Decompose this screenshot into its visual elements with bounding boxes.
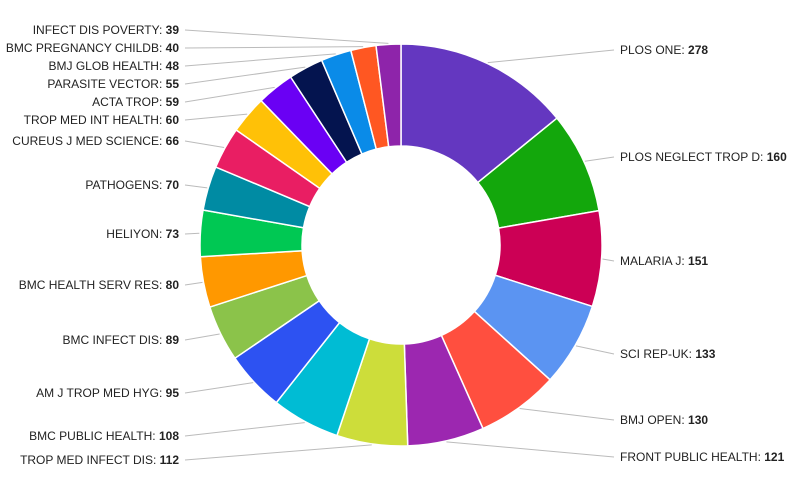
label-value: 121 — [764, 450, 784, 464]
label-bmj-open: BMJ OPEN: 130 — [620, 413, 708, 427]
label-category: PLOS NEGLECT TROP D: — [620, 150, 767, 164]
label-trop-med-infect-dis: TROP MED INFECT DIS: 112 — [20, 453, 179, 467]
label-category: BMC PREGNANCY CHILDB: — [6, 41, 166, 55]
label-plos-one: PLOS ONE: 278 — [620, 43, 708, 57]
leader-line-plos-neglect-trop-d — [584, 156, 615, 162]
label-value: 112 — [160, 453, 180, 467]
label-category: MALARIA J: — [620, 254, 688, 268]
leader-line-heliyon — [184, 232, 200, 235]
label-value: 60 — [166, 113, 180, 127]
label-value: 133 — [695, 347, 715, 361]
label-value: 89 — [166, 333, 180, 347]
leader-lines-group — [184, 29, 615, 461]
label-category: BMC PUBLIC HEALTH: — [29, 429, 159, 443]
label-category: AM J TROP MED HYG: — [36, 386, 166, 400]
label-value: 108 — [159, 429, 179, 443]
leader-line-cureus-j-med-science — [184, 140, 225, 148]
label-value: 55 — [166, 77, 180, 91]
label-infect-dis-poverty: INFECT DIS POVERTY: 39 — [33, 23, 180, 37]
label-trop-med-int-health: TROP MED INT HEALTH: 60 — [24, 113, 180, 127]
leader-line-bmj-open — [519, 408, 615, 421]
label-am-j-trop-med-hyg: AM J TROP MED HYG: 95 — [36, 386, 179, 400]
label-category: PATHOGENS: — [85, 178, 165, 192]
label-category: SCI REP-UK: — [620, 347, 695, 361]
leader-line-am-j-trop-med-hyg — [184, 382, 254, 394]
label-category: BMJ OPEN: — [620, 413, 688, 427]
label-value: 66 — [166, 134, 180, 148]
leader-line-parasite-vector — [184, 66, 306, 85]
label-category: FRONT PUBLIC HEALTH: — [620, 450, 764, 464]
leader-line-pathogens — [184, 184, 208, 189]
label-category: TROP MED INT HEALTH: — [24, 113, 166, 127]
leader-line-infect-dis-poverty — [184, 29, 389, 44]
label-value: 48 — [166, 59, 180, 73]
label-parasite-vector: PARASITE VECTOR: 55 — [47, 77, 179, 91]
leader-line-bmc-pregnancy-childb — [184, 46, 364, 49]
label-heliyon: HELIYON: 73 — [106, 227, 179, 241]
leader-line-bmc-health-serv-res — [184, 281, 203, 286]
label-value: 73 — [166, 227, 180, 241]
label-category: ACTA TROP: — [92, 95, 166, 109]
slices-group — [199, 43, 603, 447]
leader-line-trop-med-infect-dis — [184, 444, 372, 461]
label-bmc-public-health: BMC PUBLIC HEALTH: 108 — [29, 429, 179, 443]
label-bmc-pregnancy-childb: BMC PREGNANCY CHILDB: 40 — [6, 41, 179, 55]
label-category: BMC HEALTH SERV RES: — [19, 278, 166, 292]
label-sci-rep-uk: SCI REP-UK: 133 — [620, 347, 716, 361]
label-category: BMC INFECT DIS: — [63, 333, 166, 347]
label-plos-neglect-trop-d: PLOS NEGLECT TROP D: 160 — [620, 150, 787, 164]
label-category: PLOS ONE: — [620, 43, 688, 57]
label-value: 130 — [688, 413, 708, 427]
label-acta-trop: ACTA TROP: 59 — [92, 95, 179, 109]
label-malaria-j: MALARIA J: 151 — [620, 254, 708, 268]
label-value: 39 — [166, 23, 180, 37]
leader-line-malaria-j — [602, 258, 615, 262]
label-pathogens: PATHOGENS: 70 — [85, 178, 179, 192]
leader-line-bmj-glob-health — [184, 53, 336, 67]
label-category: CUREUS J MED SCIENCE: — [12, 134, 165, 148]
slice-infect-dis-poverty — [375, 43, 402, 148]
label-value: 160 — [767, 150, 787, 164]
label-value: 80 — [166, 278, 180, 292]
leader-line-bmc-public-health — [184, 422, 305, 437]
label-cureus-j-med-science: CUREUS J MED SCIENCE: 66 — [12, 134, 179, 148]
labels-group: PLOS ONE: 278 PLOS NEGLECT TROP D: 160 MAL… — [6, 23, 787, 467]
leader-line-plos-one — [487, 49, 615, 64]
label-bmj-glob-health: BMJ GLOB HEALTH: 48 — [49, 59, 180, 73]
label-value: 59 — [166, 95, 180, 109]
label-value: 278 — [688, 43, 708, 57]
leader-line-trop-med-int-health — [184, 113, 248, 121]
label-bmc-infect-dis: BMC INFECT DIS: 89 — [63, 333, 180, 347]
label-category: INFECT DIS POVERTY: — [33, 23, 166, 37]
label-bmc-health-serv-res: BMC HEALTH SERV RES: 80 — [19, 278, 180, 292]
label-value: 151 — [688, 254, 708, 268]
label-category: HELIYON: — [106, 227, 165, 241]
label-value: 70 — [166, 178, 180, 192]
label-value: 40 — [166, 41, 180, 55]
label-category: TROP MED INFECT DIS: — [20, 453, 160, 467]
leader-line-sci-rep-uk — [575, 345, 615, 355]
label-front-public-health: FRONT PUBLIC HEALTH: 121 — [620, 450, 785, 464]
leader-line-acta-trop — [184, 86, 275, 103]
slice-plos-one — [400, 43, 558, 184]
label-value: 95 — [166, 386, 180, 400]
leader-line-bmc-infect-dis — [184, 333, 220, 341]
label-category: PARASITE VECTOR: — [47, 77, 165, 91]
label-category: BMJ GLOB HEALTH: — [49, 59, 166, 73]
leader-line-front-public-health — [446, 441, 615, 458]
